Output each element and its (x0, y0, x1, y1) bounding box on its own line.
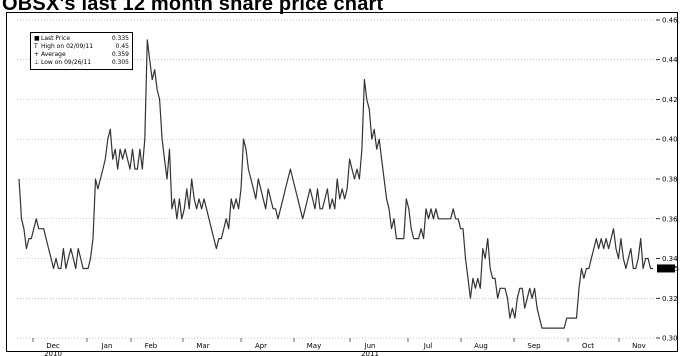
y-tick-label: 0.30 (662, 335, 678, 343)
legend-item-low: ⊥ Low on 09/26/11 0.305 (34, 59, 129, 67)
y-tick-label: 0.36 (662, 215, 678, 223)
average-marker-icon: + (34, 51, 40, 58)
legend-value: 0.305 (111, 59, 129, 66)
y-tick-label: 0.40 (662, 136, 678, 144)
low-marker-icon: ⊥ (34, 59, 40, 66)
x-tick-label: Dec (46, 342, 60, 350)
price-series-line (18, 39, 653, 329)
y-tick-label: 0.32 (662, 295, 678, 303)
y-tick-label: 0.42 (662, 96, 678, 104)
chart-title: OBSX's last 12 month share price chart (2, 0, 384, 15)
last-price-label: 0.335 (659, 265, 679, 273)
high-marker-icon: T (34, 43, 38, 50)
x-tick-label: Mar (196, 342, 209, 350)
last-price-marker: 0.335 (657, 264, 679, 273)
last-price-icon: ■ (34, 35, 40, 42)
legend-label: Low on 09/26/11 (41, 59, 92, 66)
x-year-label: 2011 (361, 350, 379, 356)
legend-label: Average (41, 51, 66, 58)
legend-value: 0.45 (115, 43, 129, 50)
x-axis: Dec Jan Feb Mar Apr May Jun Jul Aug Sep Oct Nov 2010… (32, 338, 646, 356)
last-price-box (657, 264, 675, 273)
chart-legend: ■Last Price 0.335 T High on 02/09/11 0.45… (30, 32, 133, 70)
x-tick-label: Jan (101, 342, 113, 350)
y-tick-label: 0.46 (662, 16, 678, 24)
legend-item-high: T High on 02/09/11 0.45 (34, 43, 129, 51)
x-tick-label: Oct (582, 342, 594, 350)
x-tick-label: Apr (255, 342, 267, 350)
x-tick-label: Jul (423, 342, 433, 350)
x-tick-label: Sep (527, 342, 541, 350)
chart-frame (6, 12, 678, 352)
x-year-label: 2010 (44, 350, 62, 356)
legend-label: Last Price (41, 35, 71, 42)
x-tick-label: Nov (632, 342, 646, 350)
x-tick-label: Aug (474, 342, 488, 350)
y-tick-label: 0.44 (662, 56, 678, 64)
legend-item-last-price: ■Last Price 0.335 (34, 35, 129, 43)
y-axis: 0.46 0.44 0.42 0.40 0.38 0.36 0.34 0.32 0.30 (656, 16, 678, 343)
legend-value: 0.335 (111, 35, 129, 42)
x-tick-label: Feb (145, 342, 158, 350)
x-tick-label: Jun (364, 342, 376, 350)
legend-value: 0.359 (111, 51, 129, 58)
y-tick-label: 0.34 (662, 255, 678, 263)
x-tick-label: May (307, 342, 321, 350)
legend-item-average: + Average 0.359 (34, 51, 129, 59)
y-tick-label: 0.38 (662, 176, 678, 184)
legend-label: High on 02/09/11 (41, 43, 94, 50)
